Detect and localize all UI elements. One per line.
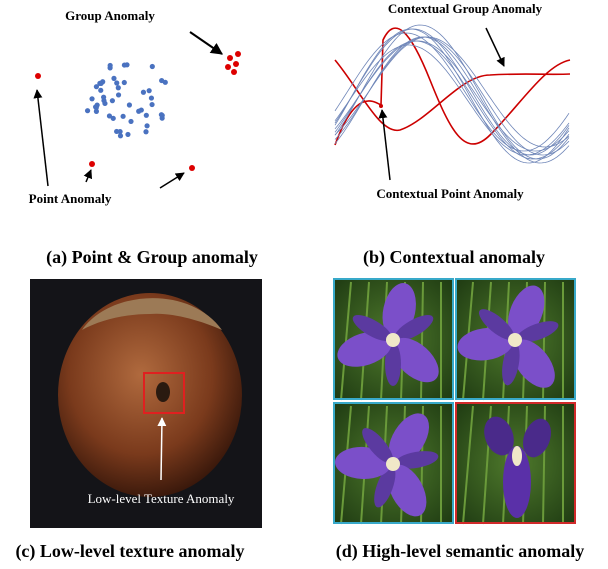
blue-point xyxy=(149,95,154,100)
panel-b: Contextual Group Anomaly Contextual Poin… xyxy=(335,1,570,268)
red-point xyxy=(35,73,41,79)
blue-point xyxy=(149,102,154,107)
label: Group Anomaly xyxy=(65,8,155,23)
blue-point xyxy=(85,108,90,113)
panel-c: Low-level Texture Anomaly (c) Low-level … xyxy=(15,279,262,562)
blue-point xyxy=(98,88,103,93)
blue-point xyxy=(108,63,113,68)
blue-point xyxy=(116,92,121,97)
blue-point xyxy=(127,102,132,107)
red-point xyxy=(231,69,237,75)
blue-point xyxy=(97,81,102,86)
defect xyxy=(156,382,170,402)
blue-point xyxy=(116,85,121,90)
blue-point xyxy=(121,114,126,119)
normal-curve xyxy=(335,25,569,159)
red-point xyxy=(89,161,95,167)
blue-point xyxy=(95,102,100,107)
blue-point xyxy=(136,109,141,114)
caption: (a) Point & Group anomaly xyxy=(46,247,258,268)
normal-curve xyxy=(335,37,569,155)
red-point xyxy=(379,104,383,108)
blue-point xyxy=(118,133,123,138)
label: Low-level Texture Anomaly xyxy=(88,491,235,506)
red-point xyxy=(235,51,241,57)
blue-point xyxy=(159,78,164,83)
blue-point xyxy=(114,80,119,85)
label: Contextual Group Anomaly xyxy=(388,1,543,16)
flower-center xyxy=(512,446,522,466)
blue-point xyxy=(150,64,155,69)
arrow xyxy=(86,170,91,182)
red-point xyxy=(225,64,231,70)
blue-point xyxy=(101,98,106,103)
red-point xyxy=(189,165,195,171)
figure: Group Anomaly Point Anomaly (a) Point & … xyxy=(0,0,608,569)
blue-point xyxy=(147,88,152,93)
arrow xyxy=(486,28,504,66)
flower-center xyxy=(386,457,400,471)
red-point xyxy=(233,61,239,67)
flower-center xyxy=(508,333,522,347)
blue-point xyxy=(144,123,149,128)
normal-curve xyxy=(335,33,569,151)
panel-d: (d) High-level semantic anomaly xyxy=(333,278,584,562)
caption: (b) Contextual anomaly xyxy=(363,247,545,268)
caption: (d) High-level semantic anomaly xyxy=(336,541,584,562)
caption: (c) Low-level texture anomaly xyxy=(15,541,244,562)
arrow xyxy=(382,110,390,180)
blue-point xyxy=(144,113,149,118)
blue-point xyxy=(122,62,127,67)
blue-point xyxy=(160,116,165,121)
arrow xyxy=(160,173,184,188)
arrow xyxy=(37,90,48,186)
normal-curve xyxy=(335,41,569,151)
blue-point xyxy=(89,96,94,101)
normal-curve xyxy=(335,45,569,155)
arrow xyxy=(161,418,162,480)
arrow xyxy=(190,32,222,54)
normal-curve xyxy=(335,29,569,163)
red-point xyxy=(227,55,233,61)
blue-point xyxy=(111,116,116,121)
panel-a: Group Anomaly Point Anomaly (a) Point & … xyxy=(29,8,258,268)
anomalous-curve xyxy=(335,28,570,145)
blue-point xyxy=(110,98,115,103)
blue-point xyxy=(143,129,148,134)
blue-point xyxy=(128,119,133,124)
flower-center xyxy=(386,333,400,347)
label: Contextual Point Anomaly xyxy=(376,186,524,201)
blue-point xyxy=(111,76,116,81)
label: Point Anomaly xyxy=(29,191,112,206)
blue-point xyxy=(125,132,130,137)
normal-curve xyxy=(335,37,569,147)
blue-point xyxy=(141,90,146,95)
blue-point xyxy=(122,80,127,85)
